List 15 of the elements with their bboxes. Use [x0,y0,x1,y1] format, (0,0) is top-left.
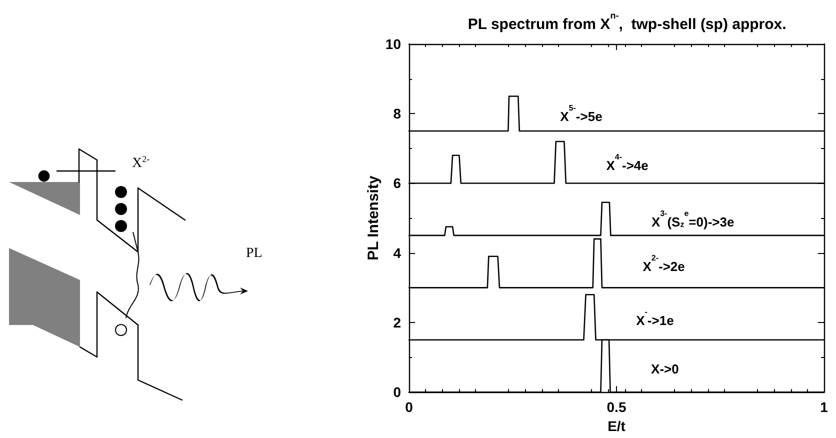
text: X$^{2-}$ [132,154,150,171]
x-tick-label: 0.5 [606,399,626,416]
y-axis-title: PL Intensity [365,175,382,260]
y-tick-label: 0 [393,384,402,400]
y-tick-label: 8 [393,106,402,122]
y-tick-label: 2 [393,314,402,330]
text: PL [246,246,262,261]
series-label: X-->1e [636,307,674,328]
x-tick-label: 0 [405,399,414,416]
series-label: X->0 [651,361,679,376]
x-axis-title: E/t [608,418,626,434]
y-tick-label: 4 [393,244,402,261]
x-tick-label: 1 [820,399,828,416]
y-tick-label: 10 [385,36,402,52]
y-tick-label: 6 [393,175,402,192]
